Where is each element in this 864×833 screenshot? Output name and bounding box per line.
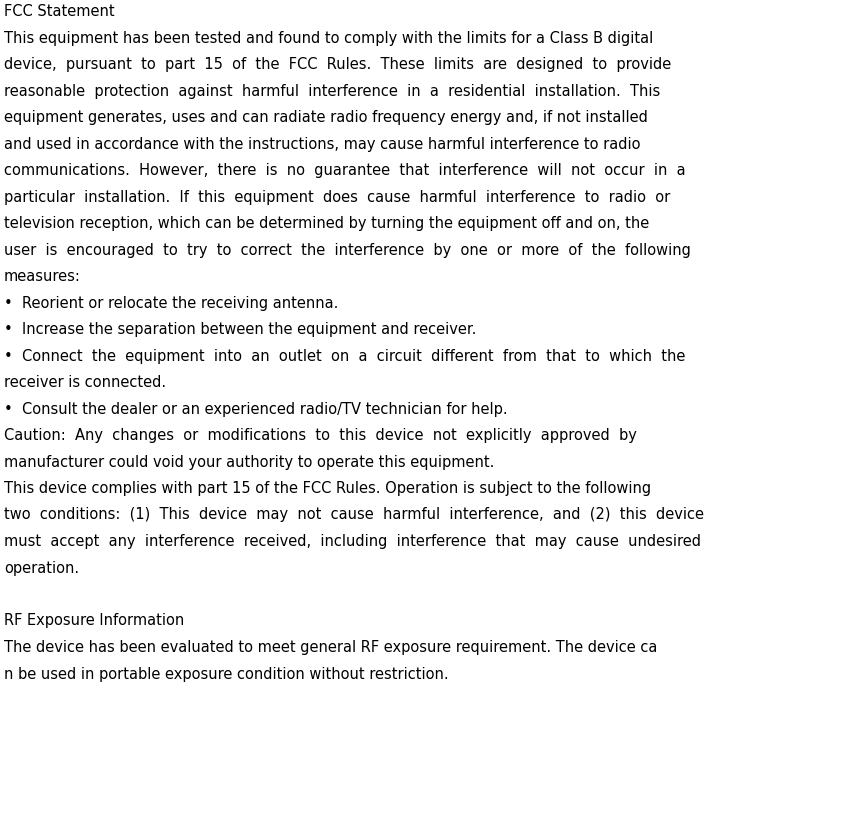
Text: communications.  However,  there  is  no  guarantee  that  interference  will  n: communications. However, there is no gua… [4, 163, 686, 178]
Text: n be used in portable exposure condition without restriction.: n be used in portable exposure condition… [4, 666, 448, 681]
Text: must  accept  any  interference  received,  including  interference  that  may  : must accept any interference received, i… [4, 534, 701, 549]
Text: receiver is connected.: receiver is connected. [4, 375, 166, 390]
Text: television reception, which can be determined by turning the equipment off and o: television reception, which can be deter… [4, 216, 649, 231]
Text: •  Reorient or relocate the receiving antenna.: • Reorient or relocate the receiving ant… [4, 296, 339, 311]
Text: •  Increase the separation between the equipment and receiver.: • Increase the separation between the eq… [4, 322, 476, 337]
Text: user  is  encouraged  to  try  to  correct  the  interference  by  one  or  more: user is encouraged to try to correct the… [4, 242, 691, 257]
Text: The device has been evaluated to meet general RF exposure requirement. The devic: The device has been evaluated to meet ge… [4, 640, 658, 655]
Text: manufacturer could void your authority to operate this equipment.: manufacturer could void your authority t… [4, 455, 494, 470]
Text: operation.: operation. [4, 561, 79, 576]
Text: RF Exposure Information: RF Exposure Information [4, 613, 184, 629]
Text: two  conditions:  (1)  This  device  may  not  cause  harmful  interference,  an: two conditions: (1) This device may not … [4, 507, 704, 522]
Text: This device complies with part 15 of the FCC Rules. Operation is subject to the : This device complies with part 15 of the… [4, 481, 651, 496]
Text: equipment generates, uses and can radiate radio frequency energy and, if not ins: equipment generates, uses and can radiat… [4, 110, 648, 125]
Text: This equipment has been tested and found to comply with the limits for a Class B: This equipment has been tested and found… [4, 31, 653, 46]
Text: FCC Statement: FCC Statement [4, 4, 115, 19]
Text: •  Connect  the  equipment  into  an  outlet  on  a  circuit  different  from  t: • Connect the equipment into an outlet o… [4, 348, 685, 363]
Text: reasonable  protection  against  harmful  interference  in  a  residential  inst: reasonable protection against harmful in… [4, 83, 660, 98]
Text: and used in accordance with the instructions, may cause harmful interference to : and used in accordance with the instruct… [4, 137, 640, 152]
Text: measures:: measures: [4, 269, 81, 284]
Text: Caution:  Any  changes  or  modifications  to  this  device  not  explicitly  ap: Caution: Any changes or modifications to… [4, 428, 637, 443]
Text: particular  installation.  If  this  equipment  does  cause  harmful  interferen: particular installation. If this equipme… [4, 189, 670, 204]
Text: •  Consult the dealer or an experienced radio/TV technician for help.: • Consult the dealer or an experienced r… [4, 402, 508, 416]
Text: device,  pursuant  to  part  15  of  the  FCC  Rules.  These  limits  are  desig: device, pursuant to part 15 of the FCC R… [4, 57, 671, 72]
